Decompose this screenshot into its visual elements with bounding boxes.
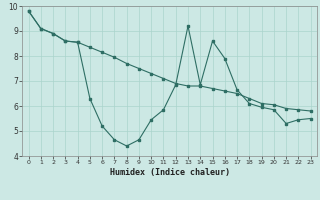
X-axis label: Humidex (Indice chaleur): Humidex (Indice chaleur): [110, 168, 230, 177]
